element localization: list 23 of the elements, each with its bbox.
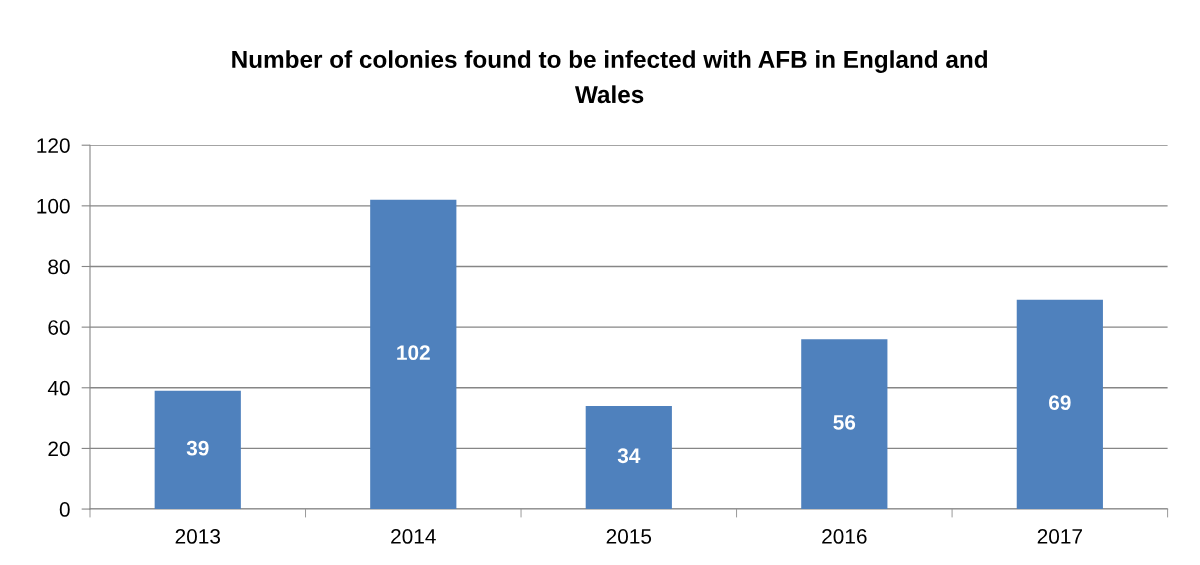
x-tick-label: 2016 xyxy=(822,529,867,544)
bar xyxy=(154,390,241,510)
y-tick-label: 60 xyxy=(48,320,70,335)
y-tick-label: 80 xyxy=(48,259,70,275)
y-tick-label: 0 xyxy=(59,502,70,517)
data-label: 39 xyxy=(186,440,209,456)
bar xyxy=(1016,299,1103,510)
data-label: 56 xyxy=(833,415,856,430)
y-tick-label: 40 xyxy=(47,380,70,396)
x-tick-label: 2017 xyxy=(1037,529,1082,544)
data-label: 102 xyxy=(397,345,430,361)
x-tick-label: 2013 xyxy=(175,529,221,544)
data-label: 69 xyxy=(1049,395,1071,411)
bar xyxy=(801,339,888,510)
chart-title: Number of colonies found to be infected with AFB in England and Wales xyxy=(232,50,987,104)
y-tick-label: 100 xyxy=(37,198,70,214)
bar xyxy=(370,199,457,510)
data-label: 34 xyxy=(617,448,641,464)
y-tick-label: 120 xyxy=(37,138,70,153)
bar xyxy=(585,405,672,510)
x-tick-label: 2014 xyxy=(391,529,436,544)
y-tick-label: 20 xyxy=(48,441,70,457)
x-tick-label: 2015 xyxy=(606,529,652,544)
